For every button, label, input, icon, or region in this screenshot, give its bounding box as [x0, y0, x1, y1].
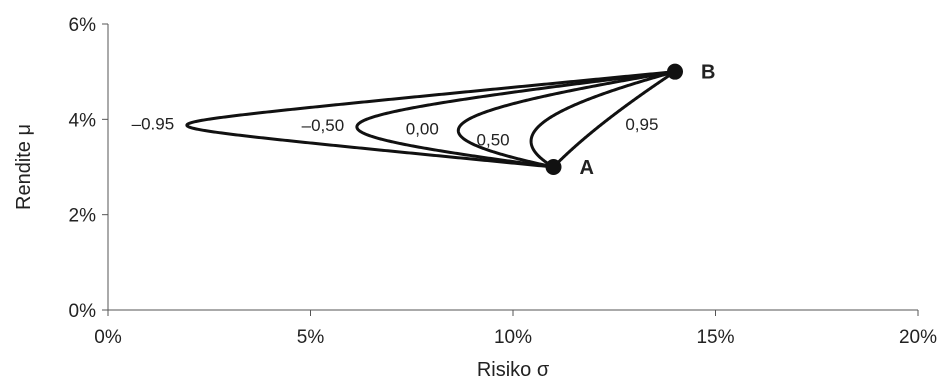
curve-label: 0,00: [406, 120, 439, 139]
x-tick-label: 15%: [696, 327, 734, 348]
asset-label: A: [580, 157, 594, 179]
frontier-curve: [529, 70, 676, 169]
curve-label: 0,50: [477, 130, 510, 149]
asset-point: [545, 159, 562, 175]
x-tick-label: 20%: [899, 327, 937, 348]
frontier-curve: [456, 70, 676, 169]
asset-points: AB: [545, 62, 715, 179]
axes: 0% 2% 4% 6% 0% 5% 10% 15% 20%: [69, 15, 938, 348]
x-tick-label: 10%: [494, 327, 532, 348]
y-tick-label: 4%: [69, 110, 97, 131]
curve-label: –0,50: [302, 116, 345, 135]
asset-label: B: [701, 62, 715, 84]
asset-point: [667, 63, 683, 80]
curve-labels: –0.95 –0,50 0,00 0,50 0,95: [132, 114, 659, 149]
frontier-curve: [355, 70, 676, 169]
frontier-curve: [185, 70, 676, 169]
y-tick-label: 0%: [69, 301, 97, 322]
x-tick-label: 0%: [94, 327, 122, 348]
frontier-curves: [185, 70, 677, 169]
x-tick-label: 5%: [297, 327, 325, 348]
x-axis-title: Risiko σ: [477, 359, 550, 381]
y-tick-label: 2%: [69, 206, 97, 227]
curve-label: –0.95: [132, 114, 175, 133]
y-axis-title: Rendite μ: [13, 124, 35, 210]
curve-label: 0,95: [625, 115, 658, 134]
frontier-curve: [552, 70, 677, 169]
y-tick-label: 6%: [69, 15, 97, 36]
